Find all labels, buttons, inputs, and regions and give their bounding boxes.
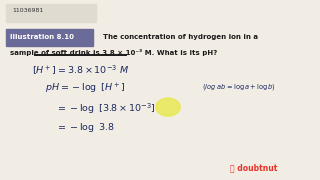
Text: The concentration of hydrogen ion in a: The concentration of hydrogen ion in a: [98, 34, 258, 40]
Text: $pH = -\log\ [H^+]$: $pH = -\log\ [H^+]$: [45, 82, 125, 96]
Text: $[H^+] = 3.8 \times 10^{-3}\ M$: $[H^+] = 3.8 \times 10^{-3}\ M$: [32, 64, 129, 77]
Text: $= -\log\ 3.8$: $= -\log\ 3.8$: [56, 122, 115, 134]
Text: ⓓ doubtnut: ⓓ doubtnut: [230, 164, 278, 173]
Text: 11036981: 11036981: [13, 8, 44, 13]
Text: $= -\log\ [3.8 \times 10^{-3}]$: $= -\log\ [3.8 \times 10^{-3}]$: [56, 102, 156, 116]
Text: Illustration 8.10: Illustration 8.10: [10, 34, 74, 40]
Ellipse shape: [156, 98, 180, 116]
Text: $(log\ ab = \log a + \log b)$: $(log\ ab = \log a + \log b)$: [202, 82, 276, 92]
FancyBboxPatch shape: [6, 29, 93, 46]
Text: sample of soft drink is 3.8 × 10⁻³ M. What is its pH?: sample of soft drink is 3.8 × 10⁻³ M. Wh…: [10, 49, 217, 56]
FancyBboxPatch shape: [6, 4, 96, 22]
